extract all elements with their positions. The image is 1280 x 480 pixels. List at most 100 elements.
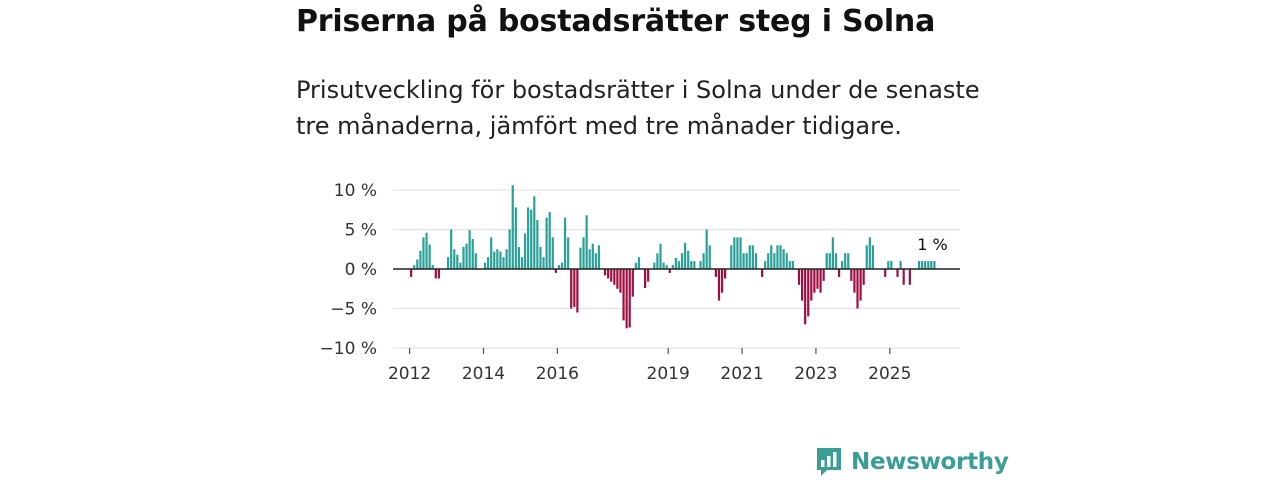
bar bbox=[616, 269, 619, 289]
bar bbox=[533, 196, 536, 269]
bar bbox=[760, 269, 764, 277]
bar bbox=[800, 269, 804, 301]
bar bbox=[557, 265, 561, 269]
bar bbox=[748, 245, 751, 269]
x-tick-label: 2021 bbox=[720, 364, 763, 384]
x-axis: 2012 2014 2016 2019 2021 2023 2025 bbox=[388, 268, 960, 384]
bar bbox=[459, 262, 462, 269]
bar bbox=[622, 269, 625, 321]
bar bbox=[788, 261, 791, 269]
bar bbox=[745, 253, 748, 269]
bar bbox=[770, 245, 773, 269]
bar bbox=[502, 257, 505, 269]
bar bbox=[570, 269, 573, 309]
bar bbox=[890, 261, 893, 269]
brand-name: Newsworthy bbox=[851, 449, 1009, 475]
y-tick-label: −5 % bbox=[330, 300, 377, 320]
bar bbox=[917, 261, 921, 269]
bar bbox=[634, 262, 637, 269]
bar bbox=[684, 242, 687, 269]
bar bbox=[542, 257, 545, 269]
bar bbox=[628, 269, 631, 328]
bar bbox=[490, 237, 493, 269]
bar bbox=[523, 233, 527, 269]
bar bbox=[520, 257, 524, 269]
bar bbox=[810, 269, 813, 301]
bar bbox=[773, 253, 776, 269]
bar bbox=[446, 257, 450, 269]
bar bbox=[567, 237, 570, 269]
bar bbox=[665, 265, 668, 269]
bar bbox=[742, 253, 745, 269]
x-tick-label: 2023 bbox=[794, 364, 837, 384]
bar bbox=[591, 243, 594, 269]
bar bbox=[416, 259, 419, 269]
x-tick-label: 2012 bbox=[388, 364, 431, 384]
bar bbox=[828, 253, 831, 269]
bar bbox=[487, 257, 490, 269]
bar bbox=[413, 265, 416, 269]
bar bbox=[687, 250, 690, 269]
bar bbox=[594, 253, 597, 269]
bar bbox=[736, 237, 739, 269]
bar bbox=[717, 269, 721, 301]
bar bbox=[837, 269, 841, 277]
bar bbox=[776, 245, 779, 269]
bar bbox=[831, 237, 834, 269]
bar bbox=[465, 243, 468, 269]
bar bbox=[680, 253, 684, 269]
bar bbox=[844, 253, 847, 269]
bar bbox=[754, 253, 758, 269]
bar bbox=[902, 269, 905, 285]
bar bbox=[822, 269, 825, 281]
bar bbox=[656, 253, 659, 269]
bar bbox=[582, 237, 585, 269]
bar bbox=[785, 253, 788, 269]
bar bbox=[699, 261, 702, 269]
bar bbox=[782, 249, 785, 269]
bar bbox=[797, 269, 801, 285]
bar bbox=[560, 262, 564, 269]
bar bbox=[597, 245, 601, 269]
bar bbox=[548, 212, 551, 269]
bar bbox=[779, 245, 782, 269]
bar bbox=[625, 269, 628, 329]
bar bbox=[896, 269, 899, 277]
bar bbox=[668, 269, 671, 273]
bar bbox=[603, 269, 607, 276]
bar bbox=[871, 245, 874, 269]
bar bbox=[530, 209, 533, 269]
bar bbox=[456, 254, 459, 269]
bar bbox=[431, 265, 434, 269]
bar bbox=[573, 269, 576, 307]
bar bbox=[579, 247, 582, 269]
bar bbox=[702, 253, 705, 269]
bar bbox=[807, 269, 810, 317]
x-tick-label: 2014 bbox=[462, 364, 505, 384]
bar bbox=[927, 261, 930, 269]
bar bbox=[850, 269, 853, 281]
bar bbox=[853, 269, 856, 293]
bar bbox=[865, 245, 868, 269]
newsworthy-logo: Newsworthy bbox=[815, 446, 1009, 478]
bar bbox=[545, 217, 548, 269]
bar bbox=[899, 261, 902, 269]
bar bbox=[514, 207, 517, 269]
bar bbox=[511, 185, 514, 269]
bar bbox=[841, 261, 844, 269]
bar bbox=[653, 262, 656, 269]
bar bbox=[751, 245, 754, 269]
bar bbox=[693, 261, 696, 269]
bar bbox=[576, 269, 579, 313]
bar bbox=[862, 269, 865, 285]
bar bbox=[499, 251, 502, 269]
y-tick-label: 10 % bbox=[334, 181, 377, 201]
bar bbox=[659, 243, 662, 269]
bar bbox=[619, 269, 622, 293]
bar bbox=[834, 253, 838, 269]
bar bbox=[410, 269, 413, 277]
bar bbox=[720, 269, 724, 293]
bar bbox=[554, 269, 557, 273]
bar bbox=[637, 257, 641, 269]
bar bbox=[859, 269, 862, 301]
